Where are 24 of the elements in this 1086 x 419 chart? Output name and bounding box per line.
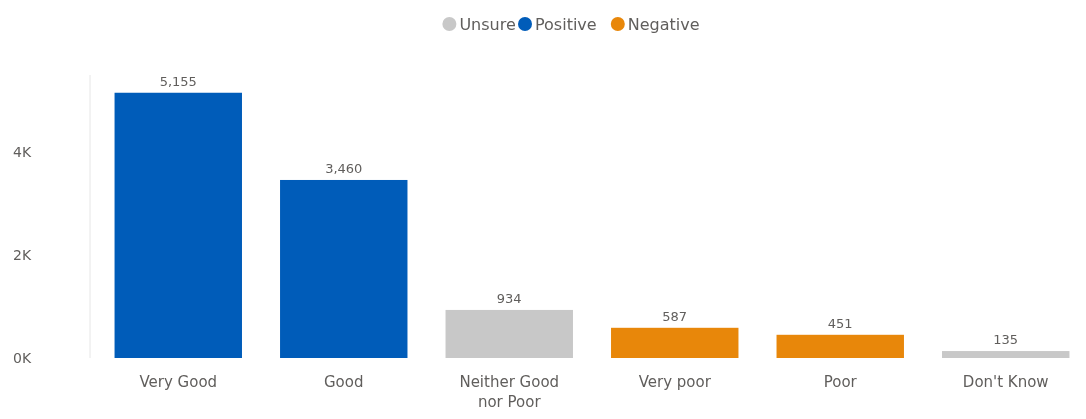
x-tick-label: Don't Know <box>962 373 1049 391</box>
legend-label: Unsure <box>459 15 516 34</box>
x-tick-label: Very Good <box>139 373 218 391</box>
bar <box>445 309 573 358</box>
x-tick-label: Very poor <box>638 373 712 391</box>
legend-label: Positive <box>535 15 597 34</box>
x-tick-label: Good <box>324 373 364 391</box>
data-label: 587 <box>662 308 688 324</box>
bar <box>114 92 242 358</box>
data-label: 135 <box>993 332 1019 348</box>
bar <box>280 179 408 358</box>
bar <box>776 334 904 358</box>
y-tick-label: 4K <box>13 144 32 161</box>
x-tick-label: Poor <box>823 373 858 391</box>
data-label: 451 <box>827 315 853 331</box>
data-label: 934 <box>496 290 522 306</box>
bar <box>942 351 1070 358</box>
x-tick-label: Neither Good nor Poor <box>459 373 560 411</box>
bar <box>611 327 739 358</box>
legend-label: Negative <box>627 15 700 34</box>
data-label: 5,155 <box>159 73 197 89</box>
y-tick-label: 0K <box>13 349 32 366</box>
y-tick-label: 2K <box>13 246 32 263</box>
data-label: 3,460 <box>325 160 363 176</box>
